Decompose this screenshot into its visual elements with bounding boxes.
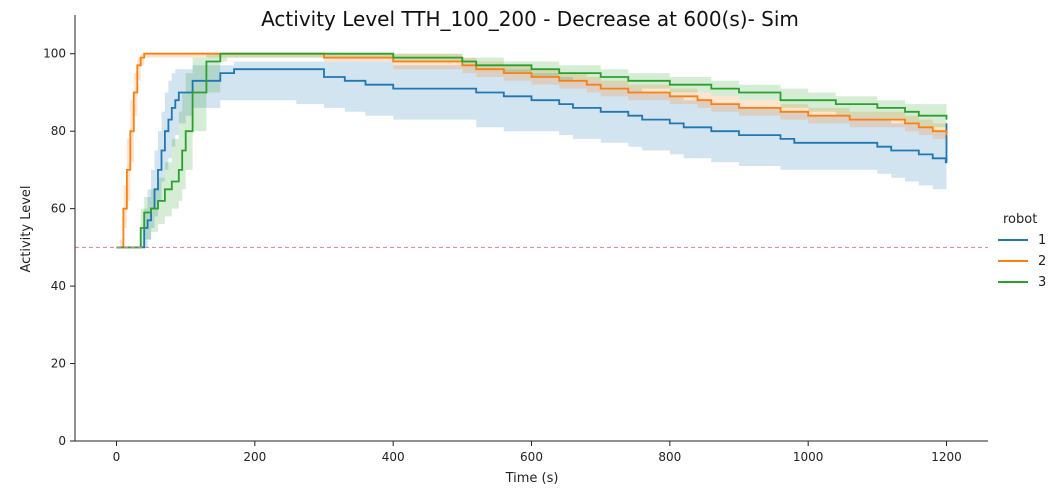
legend-label-1: 1 [1038, 233, 1046, 248]
x-tick-label: 400 [382, 450, 405, 464]
x-tick-label: 600 [520, 450, 543, 464]
chart-title: Activity Level TTH_100_200 - Decrease at… [261, 7, 799, 31]
y-ticks: 0 20 40 60 80 100 [43, 47, 75, 448]
series-3-band [116, 53, 947, 248]
y-tick-label: 0 [58, 434, 66, 448]
legend-label-3: 3 [1038, 275, 1046, 290]
series-1-band [116, 61, 947, 248]
x-ticks: 0 200 400 600 800 1000 1200 [113, 441, 962, 464]
series-lines [116, 52, 948, 249]
x-axis-label: Time (s) [505, 471, 559, 486]
x-tick-label: 1200 [931, 450, 962, 464]
x-tick-label: 1000 [793, 450, 824, 464]
y-tick-label: 80 [51, 124, 66, 138]
series-2-band [116, 53, 947, 248]
y-axis-label: Activity Level [19, 185, 34, 272]
y-tick-label: 40 [51, 279, 66, 293]
series-3-line [116, 52, 948, 249]
x-tick-label: 200 [243, 450, 266, 464]
confidence-bands [116, 53, 947, 248]
series-1-line [116, 68, 948, 249]
series-2-line [116, 52, 948, 249]
y-tick-label: 100 [43, 47, 66, 61]
y-tick-label: 20 [51, 357, 66, 371]
legend-label-2: 2 [1038, 254, 1046, 269]
legend: robot 1 2 3 [998, 212, 1046, 290]
legend-title: robot [1003, 212, 1037, 227]
y-tick-label: 60 [51, 202, 66, 216]
x-tick-label: 800 [658, 450, 681, 464]
x-tick-label: 0 [113, 450, 121, 464]
